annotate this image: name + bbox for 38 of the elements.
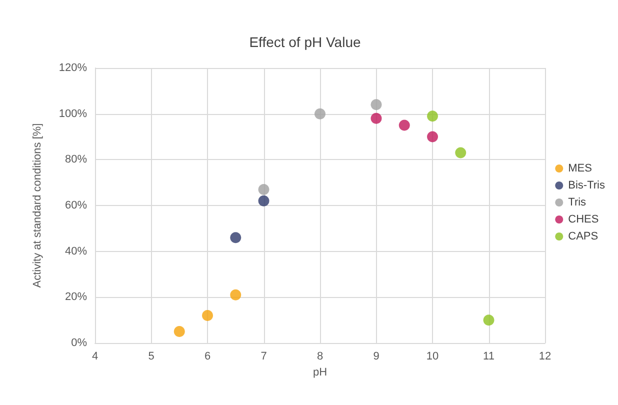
y-tick-label: 80% bbox=[64, 154, 88, 166]
x-tick-label: 5 bbox=[148, 350, 154, 362]
point bbox=[455, 147, 466, 158]
x-tick-label: 7 bbox=[260, 350, 267, 362]
y-tick-label: 20% bbox=[64, 291, 88, 304]
x-tick-label: 10 bbox=[426, 350, 439, 362]
point bbox=[174, 326, 185, 338]
y-tick-label: 0% bbox=[71, 337, 88, 349]
legend-label: CHES bbox=[568, 214, 599, 226]
point bbox=[230, 289, 242, 300]
point bbox=[370, 99, 382, 110]
legend-label: Tris bbox=[568, 196, 587, 208]
point bbox=[258, 184, 270, 195]
y-tick-label: 60% bbox=[64, 200, 88, 212]
point bbox=[427, 131, 438, 142]
point bbox=[483, 314, 494, 326]
x-axis-title: pH bbox=[312, 366, 328, 378]
legend-label: Bis-Tris bbox=[568, 180, 606, 192]
legend-label: MES bbox=[568, 162, 592, 174]
x-tick-label: 9 bbox=[373, 350, 380, 362]
legend-label: CAPS bbox=[568, 230, 598, 242]
y-tick-label: 100% bbox=[58, 108, 88, 120]
point bbox=[370, 112, 382, 124]
x-tick-label: 12 bbox=[538, 350, 552, 362]
x-tick-label: 6 bbox=[204, 350, 211, 362]
chart-title: Effect of pH Value bbox=[249, 34, 361, 50]
y-tick-label: 120% bbox=[58, 62, 88, 74]
point bbox=[258, 195, 270, 206]
point bbox=[427, 110, 438, 122]
point bbox=[398, 120, 410, 131]
x-tick-label: 4 bbox=[92, 350, 98, 362]
point bbox=[202, 310, 213, 321]
point bbox=[314, 108, 326, 120]
x-tick-label: 8 bbox=[316, 350, 324, 362]
y-axis-title: Activity at standard conditions [%] bbox=[32, 123, 44, 288]
point bbox=[230, 232, 242, 244]
x-tick-label: 11 bbox=[483, 350, 494, 362]
y-tick-label: 40% bbox=[64, 245, 88, 258]
